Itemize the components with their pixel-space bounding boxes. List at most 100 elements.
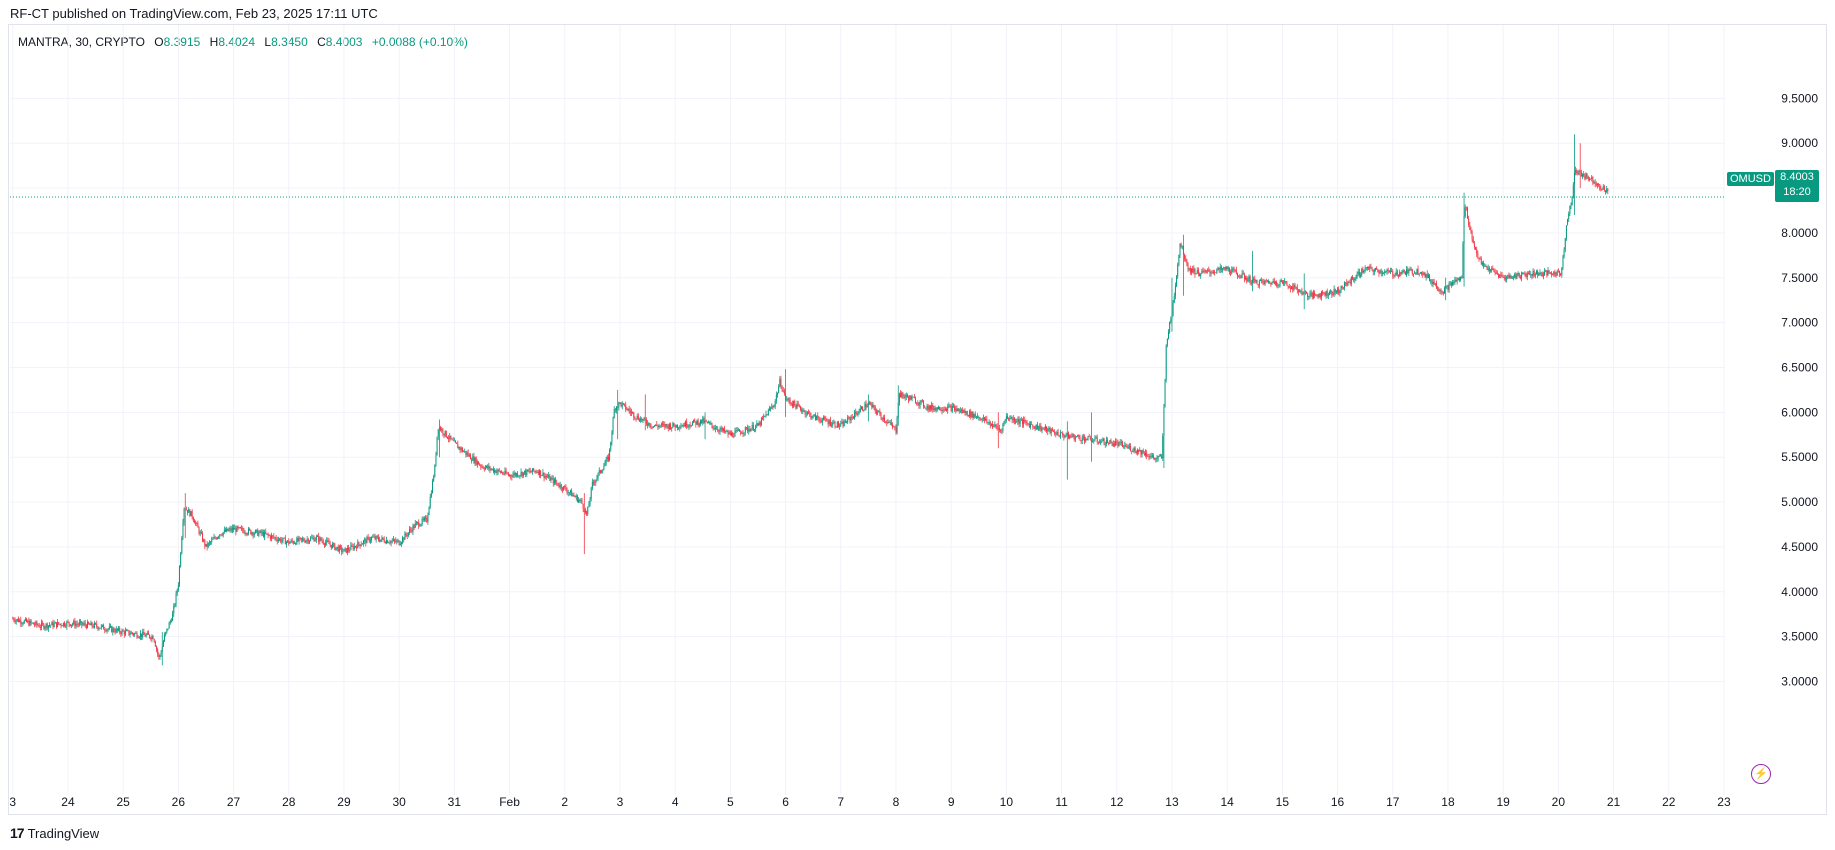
x-tick-label: 21 <box>1607 795 1621 809</box>
candle-body <box>220 534 222 536</box>
candle-body <box>1148 456 1150 458</box>
candle-body <box>1081 436 1083 441</box>
candle-body <box>514 473 516 476</box>
candle-body <box>1339 291 1341 294</box>
candle-body <box>610 441 612 450</box>
candle-body <box>204 539 206 546</box>
candle-body <box>1226 266 1228 269</box>
candle-body <box>497 469 499 472</box>
candle-body <box>1015 421 1017 423</box>
candle-body <box>1560 273 1562 276</box>
candle-body <box>840 423 842 426</box>
lightning-bolt-icon[interactable]: ⚡ <box>1751 764 1771 784</box>
candle-body <box>1410 269 1412 271</box>
candle-body <box>1332 294 1334 296</box>
candle-body <box>1007 416 1009 419</box>
candle-body <box>183 508 185 523</box>
candle-body <box>1293 284 1295 291</box>
candle-body <box>940 410 942 411</box>
candle-body <box>1355 277 1357 279</box>
candle-body <box>1607 188 1609 192</box>
candle-body <box>1384 271 1386 274</box>
candle-body <box>1379 270 1381 274</box>
candle-body <box>284 537 286 545</box>
candle-body <box>888 422 890 423</box>
candle-body <box>27 620 29 622</box>
candle-body <box>1547 270 1549 276</box>
x-tick-label: 26 <box>172 795 186 809</box>
candle-body <box>858 411 860 414</box>
candle-body <box>1591 177 1593 179</box>
candle-body <box>234 527 236 530</box>
candle-body <box>1124 445 1126 447</box>
candle-body <box>1234 269 1236 271</box>
candle-body <box>1019 420 1021 424</box>
candle-body <box>1398 274 1400 276</box>
candle-body <box>1291 286 1293 290</box>
candle-body <box>1123 446 1125 448</box>
candle-body <box>360 544 362 547</box>
candle-body <box>918 403 920 406</box>
candle-body <box>1385 271 1387 272</box>
candle-body <box>1471 231 1473 240</box>
candle-body <box>1003 421 1005 425</box>
candle-body <box>65 625 67 627</box>
candle-body <box>1220 266 1222 270</box>
footer-brand[interactable]: 17 TradingView <box>10 825 99 841</box>
candle-body <box>157 649 159 654</box>
candle-body <box>519 475 521 476</box>
candle-body <box>664 423 666 427</box>
candle-body <box>100 625 102 628</box>
candle-body <box>627 408 629 410</box>
candle-body <box>151 636 153 639</box>
candle-body <box>463 451 465 453</box>
candle-body <box>383 539 385 542</box>
candle-body <box>786 399 788 401</box>
candle-body <box>1297 290 1299 293</box>
candle-body <box>1300 290 1302 292</box>
open-label: O <box>154 35 164 49</box>
candle-body <box>591 481 593 488</box>
candle-body <box>924 406 926 408</box>
candle-body <box>878 411 880 413</box>
candle-body <box>582 503 584 510</box>
candle-body <box>1569 205 1571 214</box>
candle-body <box>303 539 305 541</box>
candle-body <box>1202 270 1204 272</box>
candle-body <box>675 424 677 428</box>
candle-body <box>364 539 366 541</box>
candle-body <box>752 425 754 431</box>
candle-body <box>1527 273 1529 274</box>
candle-body <box>1292 286 1294 291</box>
candle-body <box>1347 282 1349 286</box>
candle-body <box>1587 176 1589 180</box>
candle-body <box>1559 271 1561 274</box>
candle-body <box>170 620 172 622</box>
candle-body <box>1023 419 1025 425</box>
candle-body <box>529 470 531 472</box>
candle-body <box>802 410 804 412</box>
candle-body <box>965 411 967 413</box>
symbol-name[interactable]: MANTRA, 30, CRYPTO <box>18 35 145 49</box>
candle-body <box>1115 441 1117 446</box>
candle-body <box>1307 292 1309 298</box>
candle-body <box>338 546 340 552</box>
candle-body <box>236 526 238 532</box>
candle-body <box>1567 219 1569 226</box>
candle-body <box>557 483 559 486</box>
candle-body <box>32 622 34 625</box>
candle-body <box>1585 173 1587 179</box>
candle-body <box>276 539 278 542</box>
candle-body <box>12 618 14 620</box>
candle-body <box>23 620 25 624</box>
candle-body <box>400 542 402 544</box>
candle-body <box>823 417 825 420</box>
candle-body <box>1389 271 1391 273</box>
candle-body <box>1465 207 1467 209</box>
candle-body <box>1301 290 1303 295</box>
candle-body <box>1168 331 1170 339</box>
candle-body <box>448 438 450 440</box>
candle-body <box>543 472 545 478</box>
candle-body <box>384 541 386 544</box>
